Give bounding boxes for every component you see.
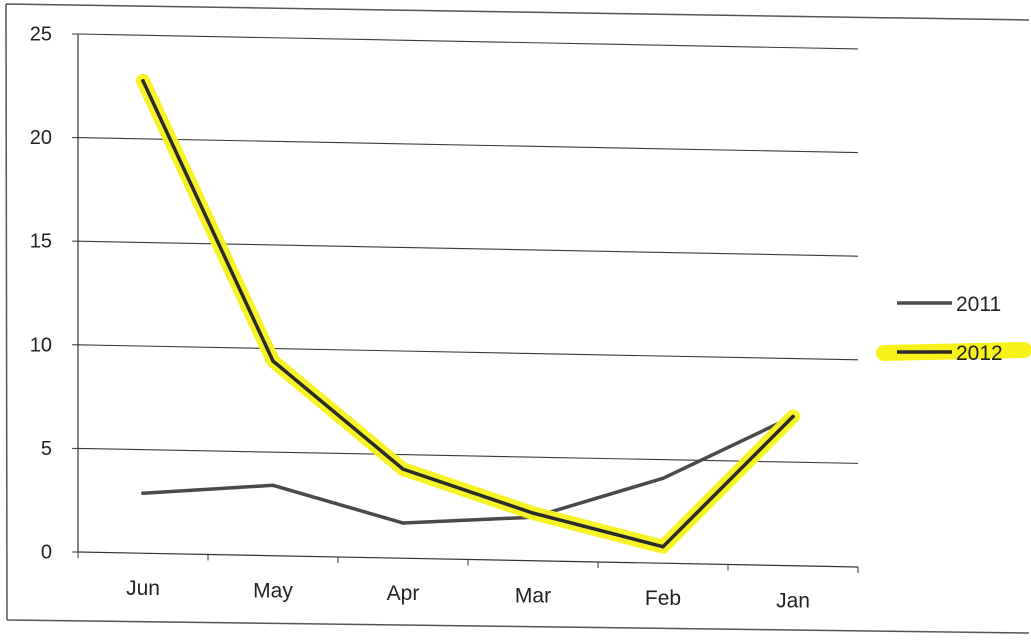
y-tick-label: 15 xyxy=(30,231,52,253)
x-tick-labels: Jun May Apr Mar Feb Jan xyxy=(126,577,810,612)
data-point-2012 xyxy=(791,414,795,419)
series-lines xyxy=(136,73,800,554)
gridlines xyxy=(77,33,859,464)
y-tick-label: 20 xyxy=(30,127,52,149)
data-point-2011 xyxy=(271,483,275,488)
gridline xyxy=(77,33,859,50)
data-point-2011 xyxy=(661,476,665,481)
gridline xyxy=(77,344,859,361)
y-tick-labels: 0 5 10 15 20 25 xyxy=(30,24,52,564)
x-tick-label: Feb xyxy=(645,587,681,610)
y-tick-label: 5 xyxy=(41,438,52,460)
x-tick-label: Mar xyxy=(515,585,551,608)
series-line-2011 xyxy=(141,414,795,525)
legend-label-2011: 2011 xyxy=(956,293,1001,316)
x-tick-label: Jan xyxy=(776,590,810,613)
data-point-2011 xyxy=(141,491,145,495)
gridline xyxy=(77,240,859,257)
data-point-2012 xyxy=(141,79,145,83)
legend: 2011 2012 xyxy=(876,293,1031,365)
data-point-2012 xyxy=(531,511,535,515)
x-tick-label: Apr xyxy=(387,582,420,605)
data-point-2011 xyxy=(401,521,405,525)
chart-border xyxy=(5,3,1030,634)
x-tick-label: May xyxy=(253,580,293,603)
data-point-2012 xyxy=(271,359,275,363)
gridline xyxy=(77,447,859,464)
series-highlight-2012 xyxy=(136,73,800,554)
axes xyxy=(72,33,859,573)
legend-label-2012: 2012 xyxy=(956,342,1003,365)
data-point-2012 xyxy=(661,544,665,549)
y-tick-label: 0 xyxy=(41,542,52,564)
y-tick-label: 10 xyxy=(30,334,52,356)
y-tick-label: 25 xyxy=(30,24,52,46)
x-tick-label: Jun xyxy=(126,577,160,600)
data-point-2012 xyxy=(401,467,405,471)
gridline xyxy=(77,137,859,154)
series-line-2012 xyxy=(141,79,795,549)
